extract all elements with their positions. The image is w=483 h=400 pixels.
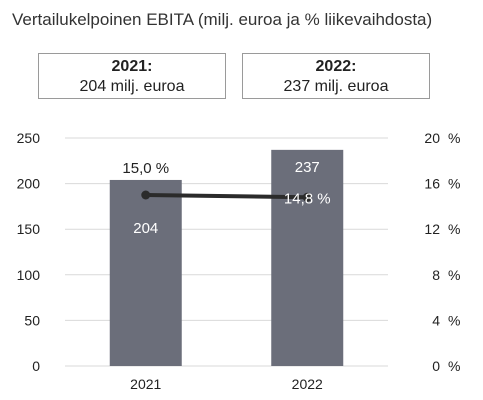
- y2-tick-label-0: 0: [432, 358, 440, 374]
- y2-tick-unit-4: %: [448, 312, 460, 328]
- x-tick-label-2022: 2022: [292, 376, 323, 392]
- bar-value-label-2022: 237: [295, 159, 320, 176]
- chart-title: Vertailukelpoinen EBITA (milj. euroa ja …: [12, 10, 433, 29]
- bar-2022: [271, 149, 344, 366]
- y2-tick-label-20: 20: [424, 130, 440, 146]
- y-tick-label-250: 250: [17, 130, 41, 146]
- line-value-label-2021: 15,0 %: [122, 160, 169, 177]
- y2-tick-unit-16: %: [448, 176, 460, 192]
- y2-tick-unit-20: %: [448, 130, 460, 146]
- summary-value-2022: 237 milj. euroa: [283, 78, 389, 95]
- y2-tick-label-4: 4: [432, 312, 440, 328]
- y-tick-label-150: 150: [17, 221, 41, 237]
- line-point-2022: [302, 192, 312, 202]
- bar-value-label-2021: 204: [133, 220, 158, 237]
- summary-box-2022: 2022: 237 milj. euroa: [242, 53, 430, 99]
- y-tick-label-200: 200: [17, 176, 41, 192]
- y-tick-label-50: 50: [24, 312, 40, 328]
- y2-tick-unit-0: %: [448, 358, 460, 374]
- y2-tick-label-8: 8: [432, 267, 440, 283]
- y-tick-label-0: 0: [32, 358, 40, 374]
- summary-value-2021: 204 milj. euroa: [79, 78, 185, 95]
- line-value-label-2022: 14,8 %: [284, 190, 331, 207]
- ebita-percent-line: [143, 193, 310, 200]
- summary-year-2022: 2022:: [315, 58, 357, 75]
- y2-tick-label-16: 16: [424, 176, 440, 192]
- summary-box-2021: 2021: 204 milj. euroa: [38, 53, 226, 99]
- x-tick-label-2021: 2021: [130, 376, 161, 392]
- bar-2021: [109, 179, 182, 366]
- y2-tick-label-12: 12: [424, 221, 440, 237]
- y-tick-label-100: 100: [17, 267, 41, 283]
- line-point-2021: [141, 190, 151, 200]
- y2-tick-unit-8: %: [448, 267, 460, 283]
- y2-tick-unit-12: %: [448, 221, 460, 237]
- summary-year-2021: 2021:: [111, 58, 153, 75]
